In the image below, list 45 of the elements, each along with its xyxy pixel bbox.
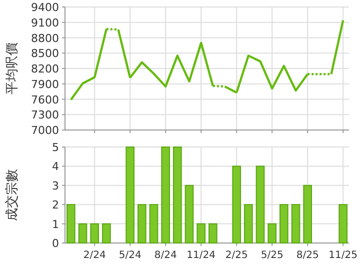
x-tick-label: 5/25 (260, 250, 284, 261)
y-tick-label: 2 (52, 198, 59, 212)
x-tick-label: 11/25 (328, 250, 358, 261)
y-tick-label: 8800 (31, 32, 59, 45)
x-tick-label: 8/24 (154, 250, 177, 261)
y-tick-label: 7000 (31, 124, 59, 137)
x-tick-label: 2/24 (83, 250, 106, 261)
y-tick-label: 1 (52, 218, 59, 231)
bar (268, 223, 276, 244)
bar (280, 204, 288, 244)
bar (126, 146, 134, 244)
y-tick-label: 7900 (31, 78, 59, 91)
bar (244, 204, 253, 244)
y-tick-label: 8500 (31, 47, 59, 60)
bar (173, 146, 182, 244)
bar (196, 223, 206, 244)
y-axis-title: 平均呎價 (5, 42, 20, 94)
bar (138, 204, 146, 244)
bar (291, 204, 300, 244)
bar (184, 184, 194, 244)
bar (78, 223, 88, 244)
y-tick-label: 0 (52, 237, 59, 250)
y-tick-label: 7300 (31, 108, 59, 122)
x-tick-label: 11/24 (186, 250, 216, 261)
bar (208, 223, 218, 244)
y-tick-label: 5 (52, 141, 59, 154)
bar (161, 146, 170, 244)
y-tick-label: 9400 (31, 1, 59, 14)
x-tick-label: 8/25 (296, 250, 319, 261)
y-tick-label: 9100 (31, 16, 59, 30)
bar (66, 204, 76, 244)
bar (102, 223, 111, 244)
bar (90, 223, 99, 244)
x-tick-label: 5/24 (118, 250, 142, 261)
bar (256, 166, 265, 244)
bar (232, 166, 241, 244)
y-axis-title: 成交宗數 (4, 169, 20, 221)
bar (149, 204, 158, 244)
x-tick-label: 2/25 (225, 250, 248, 261)
y-tick-label: 8200 (31, 62, 59, 76)
y-tick-label: 3 (52, 179, 59, 192)
y-tick-label: 7600 (31, 93, 59, 106)
bar (303, 184, 312, 244)
bar (338, 204, 348, 244)
y-tick-label: 4 (52, 160, 59, 174)
